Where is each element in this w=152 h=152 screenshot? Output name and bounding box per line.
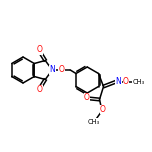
Text: O: O bbox=[84, 93, 90, 102]
Text: N: N bbox=[49, 66, 55, 74]
Text: O: O bbox=[123, 77, 129, 86]
Text: O: O bbox=[100, 105, 106, 114]
Text: CH₃: CH₃ bbox=[87, 119, 100, 124]
Text: O: O bbox=[36, 85, 42, 95]
Text: O: O bbox=[59, 66, 65, 74]
Text: O: O bbox=[36, 45, 42, 55]
Text: CH₃: CH₃ bbox=[132, 78, 145, 85]
Text: N: N bbox=[116, 76, 121, 85]
